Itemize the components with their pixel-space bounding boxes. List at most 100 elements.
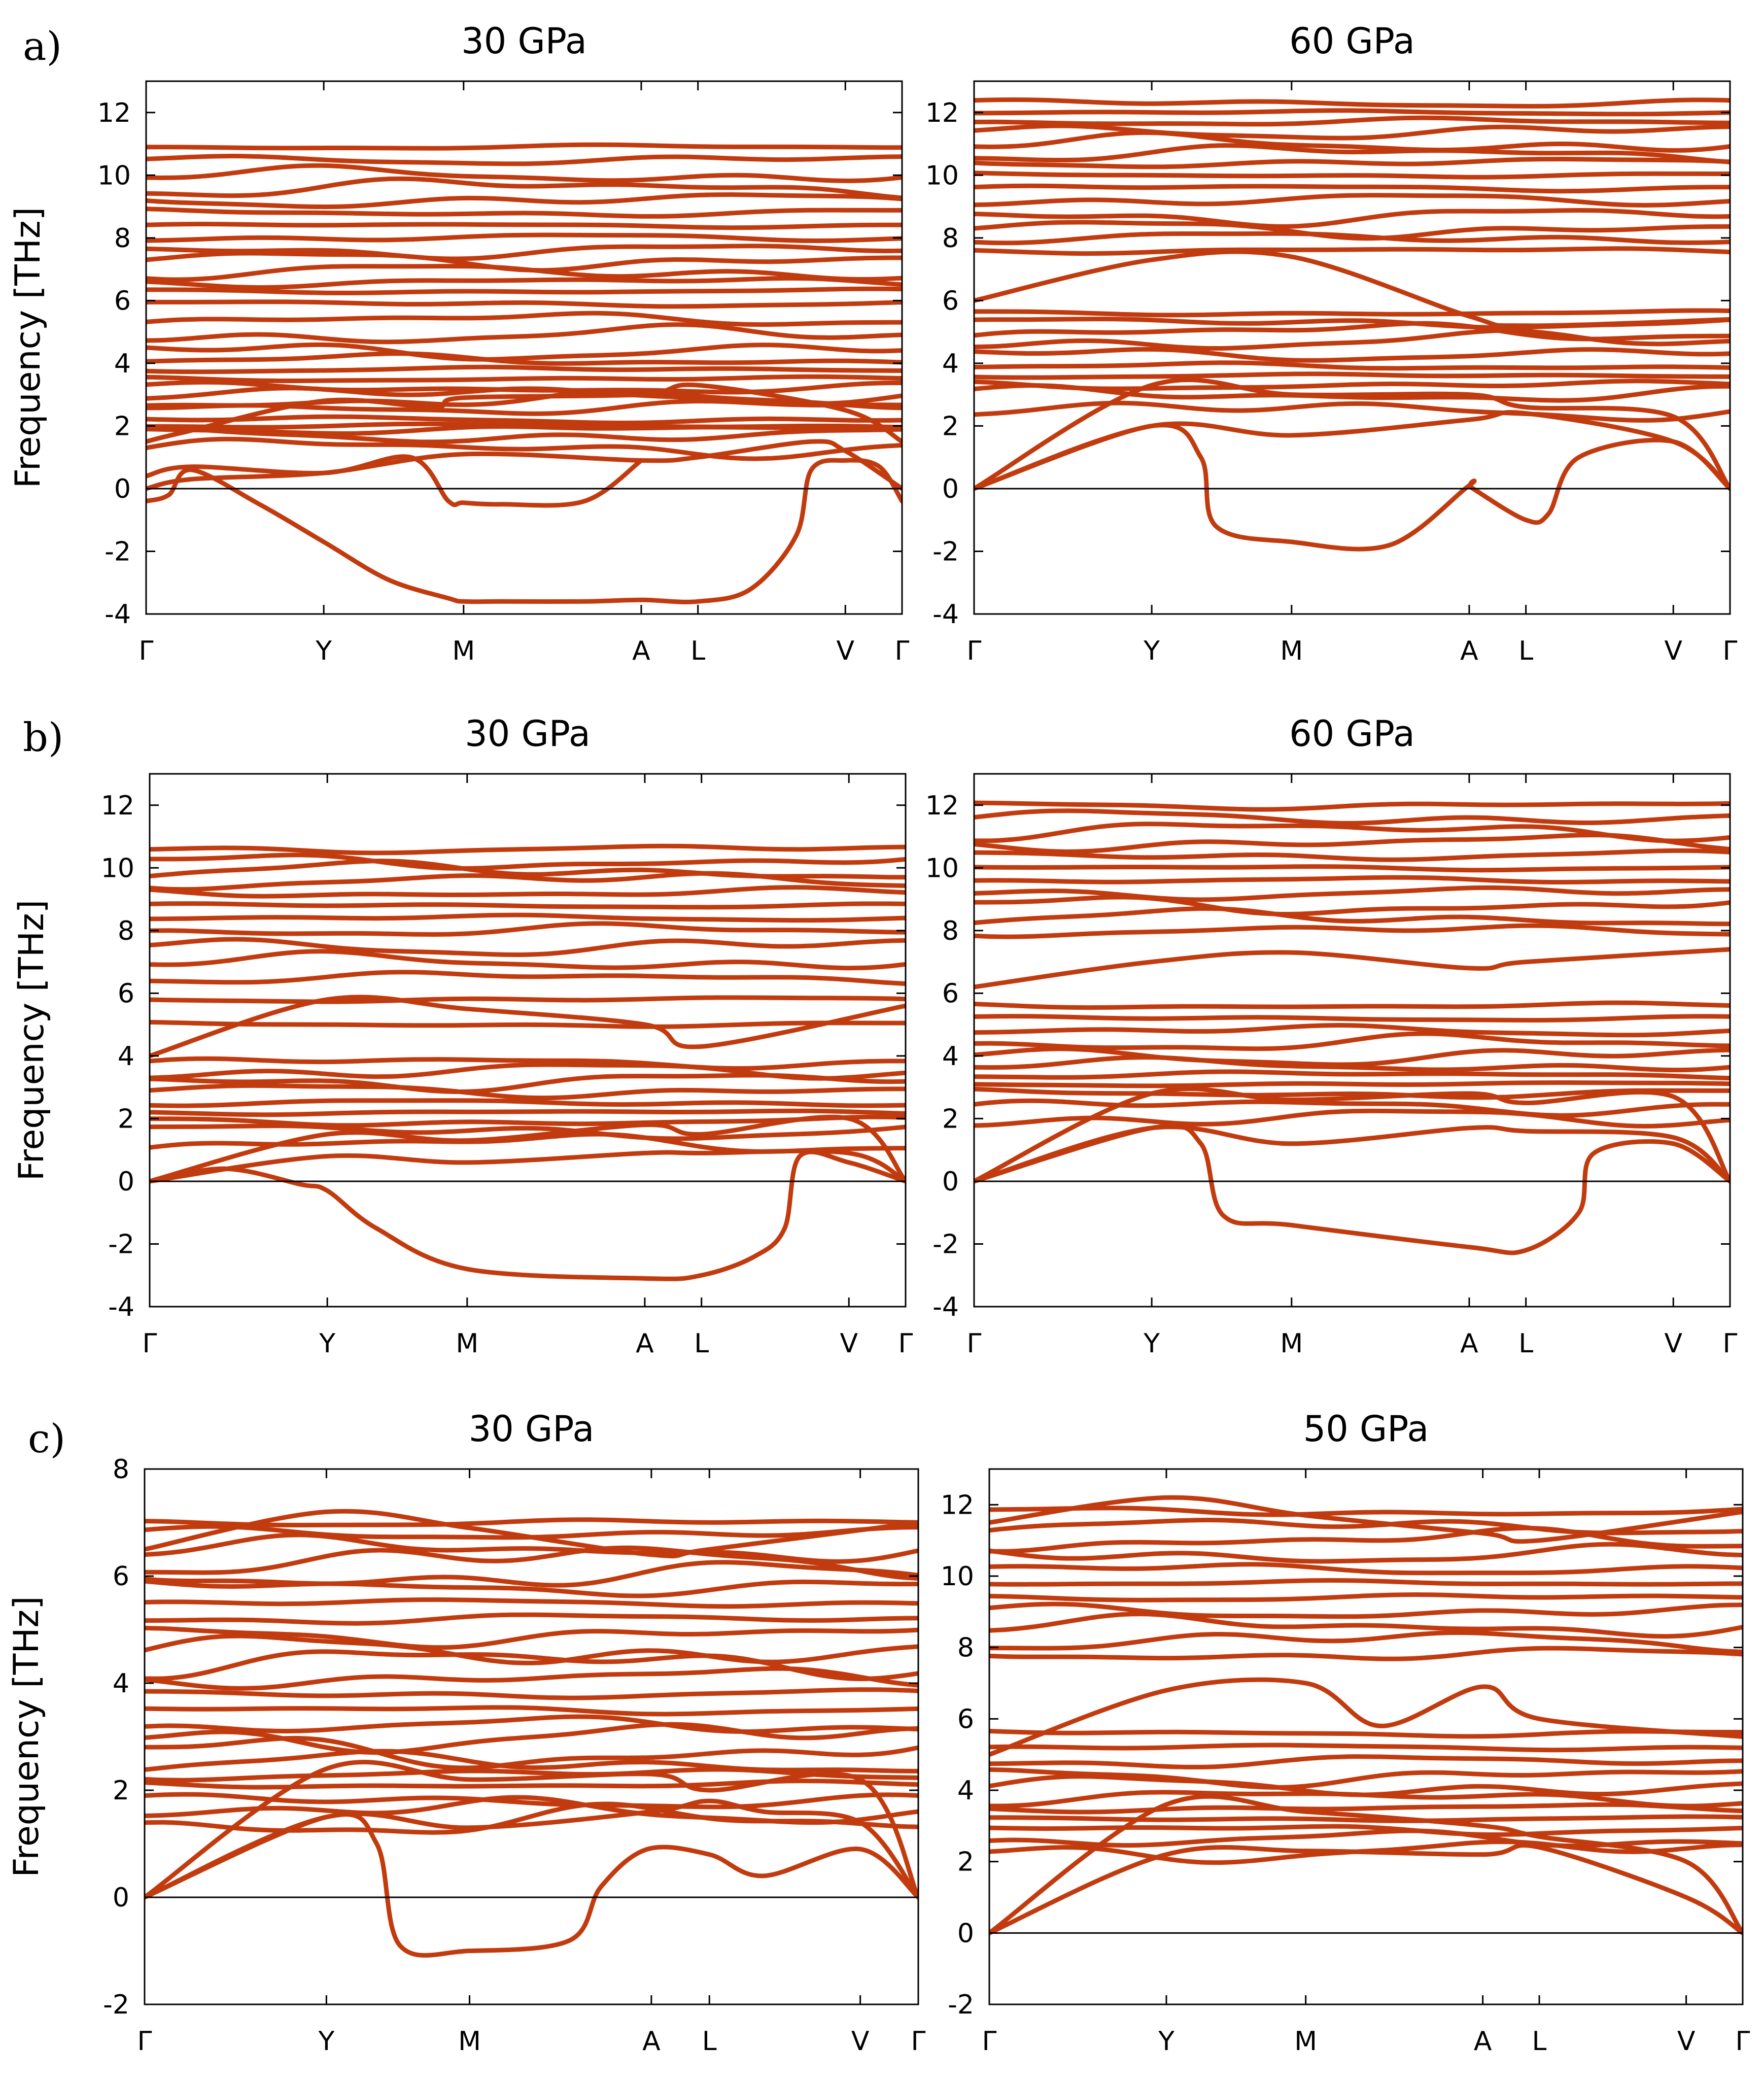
phonon-band bbox=[974, 183, 1730, 194]
phonon-band-unstable-low bbox=[974, 423, 1730, 552]
y-tick-label: 6 bbox=[942, 286, 959, 316]
phonon-band bbox=[989, 1578, 1743, 1587]
x-tick-label: Γ bbox=[1736, 2026, 1750, 2057]
phonon-band-unstable-low bbox=[146, 458, 902, 604]
y-tick-label: 0 bbox=[942, 1167, 959, 1197]
plot-title: 50 GPa bbox=[1303, 1408, 1429, 1450]
phonon-band bbox=[145, 1705, 918, 1717]
phonon-band-acoustic-2 bbox=[145, 1760, 918, 1900]
y-tick-label: 12 bbox=[101, 791, 134, 821]
panel-label-c: c) bbox=[28, 1416, 65, 1462]
phonon-band bbox=[974, 1031, 1730, 1051]
y-tick-label: -4 bbox=[932, 599, 959, 630]
phonon-band bbox=[989, 1729, 1743, 1739]
phonon-band bbox=[974, 143, 1730, 164]
phonon-band bbox=[146, 251, 902, 273]
phonon-band bbox=[989, 1542, 1743, 1564]
y-tick-label: -2 bbox=[108, 1229, 134, 1259]
x-tick-label: Γ bbox=[898, 1328, 913, 1359]
phonon-band-optical-dip bbox=[150, 995, 906, 1059]
phonon-band bbox=[146, 142, 902, 151]
y-tick-label: 10 bbox=[101, 853, 134, 883]
y-tick-label: 2 bbox=[113, 1776, 129, 1806]
plot-panel-3: 30 GPa Frequency [THz] -4 -2 0 2 4 6 8 10 12 Γ Y M A L V… bbox=[12, 713, 913, 1359]
phonon-band bbox=[145, 1735, 918, 1770]
plot-frame bbox=[973, 80, 1731, 615]
y-tick-label: 6 bbox=[942, 978, 959, 1009]
phonon-band bbox=[974, 1014, 1730, 1022]
phonon-band-acoustic-2 bbox=[974, 1086, 1730, 1184]
x-tick-label: L bbox=[690, 636, 705, 666]
y-tick-label: -4 bbox=[105, 599, 131, 630]
phonon-band-acoustic-1 bbox=[146, 439, 902, 491]
y-tick-label: 10 bbox=[925, 160, 959, 191]
phonon-band bbox=[145, 1532, 918, 1564]
phonon-band-unstable-low bbox=[150, 1149, 906, 1281]
band-group bbox=[146, 142, 902, 604]
band-group bbox=[150, 843, 906, 1281]
y-tick-label: -4 bbox=[932, 1292, 959, 1322]
phonon-band-acoustic-1 bbox=[989, 1843, 1743, 1935]
phonon-band bbox=[146, 436, 902, 461]
phonon-band bbox=[150, 995, 906, 1004]
y-tick-label: 10 bbox=[941, 1561, 974, 1592]
y-tick-label: 4 bbox=[942, 349, 959, 379]
x-tick-label: Γ bbox=[967, 636, 982, 666]
phonon-band bbox=[145, 1767, 918, 1783]
phonon-band bbox=[989, 1743, 1743, 1753]
phonon-band bbox=[974, 123, 1730, 141]
y-axis-label: Frequency [THz] bbox=[8, 207, 48, 488]
y-axis-label: Frequency [THz] bbox=[12, 900, 52, 1181]
phonon-band bbox=[974, 923, 1730, 939]
phonon-band bbox=[145, 1612, 918, 1626]
phonon-band bbox=[974, 321, 1730, 342]
phonon-band bbox=[974, 115, 1730, 127]
phonon-band bbox=[145, 1795, 918, 1825]
phonon-band-acoustic-2 bbox=[974, 378, 1730, 491]
phonon-band bbox=[989, 1592, 1743, 1602]
phonon-band bbox=[989, 1754, 1743, 1769]
phonon-band bbox=[145, 1649, 918, 1681]
y-tick-label: 0 bbox=[118, 1167, 134, 1197]
phonon-band-acoustic-1 bbox=[974, 1124, 1730, 1184]
phonon-band bbox=[146, 176, 902, 200]
phonon-band bbox=[974, 347, 1730, 363]
phonon-band bbox=[145, 1633, 918, 1665]
y-tick-label: 10 bbox=[97, 160, 131, 191]
phonon-band bbox=[974, 1080, 1730, 1088]
phonon-band bbox=[974, 1022, 1730, 1038]
phonon-band bbox=[974, 1098, 1730, 1118]
plot-frame bbox=[145, 80, 903, 615]
phonon-band bbox=[146, 351, 902, 366]
x-tick-label: Γ bbox=[911, 2026, 926, 2057]
phonon-band bbox=[146, 276, 902, 290]
phonon-band bbox=[150, 970, 906, 986]
phonon-band bbox=[974, 220, 1730, 241]
plot-panel-4: 60 GPa -4 -2 0 2 4 6 8 10 12 Γ Y M A L V Γ bbox=[925, 713, 1738, 1359]
y-tick-label: 0 bbox=[114, 474, 131, 504]
y-axis-label: Frequency [THz] bbox=[7, 1596, 47, 1877]
phonon-band bbox=[989, 1506, 1743, 1517]
plot-title: 30 GPa bbox=[465, 713, 591, 755]
x-tick-label: V bbox=[1664, 1328, 1682, 1359]
plot-frame bbox=[149, 773, 907, 1308]
phonon-band bbox=[989, 1525, 1743, 1554]
phonon-band bbox=[146, 380, 902, 395]
phonon-band bbox=[146, 374, 902, 384]
phonon-band bbox=[974, 108, 1730, 117]
x-tick-label: Y bbox=[1143, 636, 1160, 666]
phonon-band bbox=[146, 322, 902, 345]
phonon-band bbox=[150, 852, 906, 871]
y-tick-label: -2 bbox=[932, 536, 959, 567]
x-tick-label: M bbox=[1294, 2026, 1317, 2057]
plot-frame bbox=[988, 1468, 1744, 2005]
phonon-band bbox=[150, 843, 906, 856]
phonon-band bbox=[974, 157, 1730, 169]
y-tick-label: 8 bbox=[957, 1633, 974, 1663]
band-group bbox=[989, 1495, 1743, 1935]
phonon-band-optical-dip bbox=[989, 1677, 1743, 1757]
y-tick-label: 4 bbox=[957, 1776, 974, 1806]
y-tick-label: 6 bbox=[114, 286, 131, 316]
phonon-band bbox=[989, 1814, 1743, 1823]
x-tick-label: A bbox=[1460, 636, 1478, 666]
